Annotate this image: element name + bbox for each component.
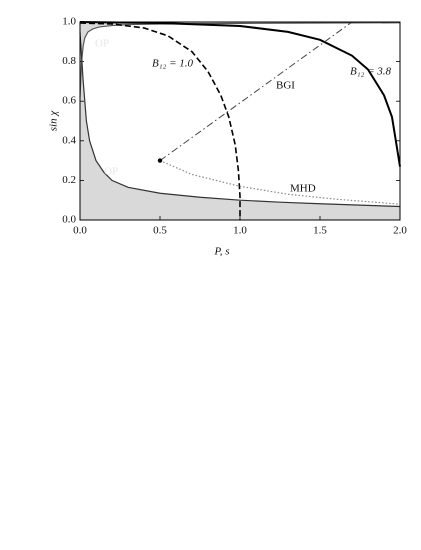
series-label: B₁₂ = 1.0 bbox=[152, 58, 194, 70]
series-label: MHD bbox=[290, 183, 316, 195]
series-line bbox=[79, 21, 401, 167]
series-line bbox=[159, 160, 401, 205]
series-line bbox=[79, 22, 401, 98]
series-label: B₁₂ = 3.8 bbox=[350, 66, 392, 78]
annotation: OP bbox=[104, 166, 118, 178]
series-line bbox=[79, 22, 241, 220]
y-axis-label: sin χ bbox=[48, 110, 60, 132]
x-tick-label: 2.0 bbox=[393, 225, 407, 237]
y-tick-label: 0.6 bbox=[62, 95, 76, 107]
annotation: OP bbox=[95, 38, 109, 50]
series-label: BGI bbox=[276, 80, 295, 92]
y-tick-label: 0.0 bbox=[62, 214, 76, 226]
x-tick-label: 1.5 bbox=[313, 225, 327, 237]
series-line bbox=[159, 21, 353, 162]
y-tick-label: 0.2 bbox=[62, 174, 76, 186]
y-tick-label: 0.4 bbox=[62, 134, 76, 146]
area-fill bbox=[80, 31, 400, 221]
x-tick-label: 0.0 bbox=[73, 225, 87, 237]
x-tick-label: 0.5 bbox=[153, 225, 167, 237]
x-tick-label: 1.0 bbox=[233, 225, 247, 237]
x-axis-label: P, s bbox=[213, 246, 229, 258]
plot-area: 0.0 0.5 1.0 1.5 2.0 0.0 0.2 0.4 0.6 0.8 1.0 bbox=[62, 16, 407, 237]
plot-frame bbox=[79, 21, 401, 221]
point bbox=[157, 158, 163, 163]
area-fill bbox=[80, 22, 400, 98]
y-tick-label: 0.8 bbox=[62, 55, 76, 67]
y-tick-label: 1.0 bbox=[62, 16, 76, 28]
series-line bbox=[79, 31, 401, 208]
